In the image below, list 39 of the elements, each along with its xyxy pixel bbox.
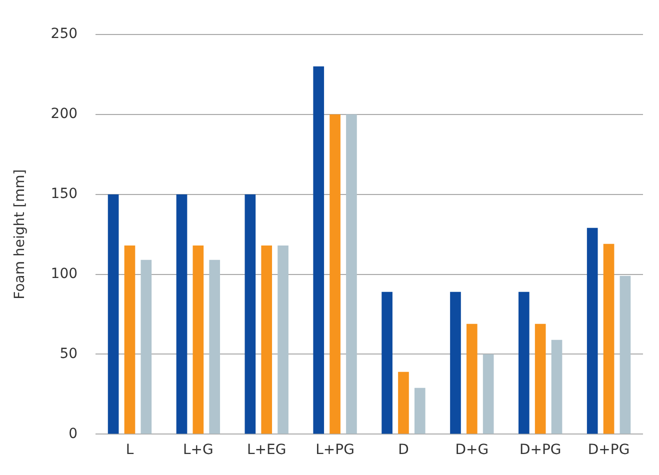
y-axis-title: Foam height [mm] (12, 169, 28, 300)
bar (313, 66, 324, 434)
bar (278, 245, 288, 434)
bar (192, 245, 204, 434)
x-tick-label: L+EG (246, 442, 286, 458)
bar (398, 372, 409, 434)
y-tick-label: 0 (68, 426, 78, 442)
x-tick-label: L+PG (316, 442, 354, 458)
bar (176, 194, 188, 434)
bar (244, 194, 256, 434)
y-tick-label: 50 (60, 346, 78, 362)
bar (534, 324, 546, 434)
x-tick-label: D+PG (519, 442, 562, 458)
bar (108, 194, 119, 434)
bar (382, 292, 392, 434)
bar (209, 260, 220, 434)
y-tick-label: 250 (50, 26, 78, 42)
bar (261, 245, 272, 434)
x-tick-label: L (126, 442, 134, 458)
bar (124, 245, 136, 434)
bar (450, 292, 461, 434)
bar (518, 292, 530, 434)
x-tick-label: D+PG (588, 442, 630, 458)
x-tick-label: D (398, 442, 409, 458)
bar (551, 340, 562, 434)
y-tick-label: 100 (50, 266, 78, 282)
bar (466, 324, 478, 434)
bar (586, 228, 598, 434)
bar (482, 354, 494, 434)
bar (140, 260, 152, 434)
bar (603, 244, 614, 434)
x-tick-label: D+G (455, 442, 489, 458)
bar (330, 114, 340, 434)
bar (620, 276, 631, 434)
y-tick-label: 150 (50, 186, 78, 202)
y-tick-label: 200 (50, 106, 78, 122)
bar (414, 388, 426, 434)
bar (346, 114, 357, 434)
x-tick-label: L+G (182, 442, 214, 458)
